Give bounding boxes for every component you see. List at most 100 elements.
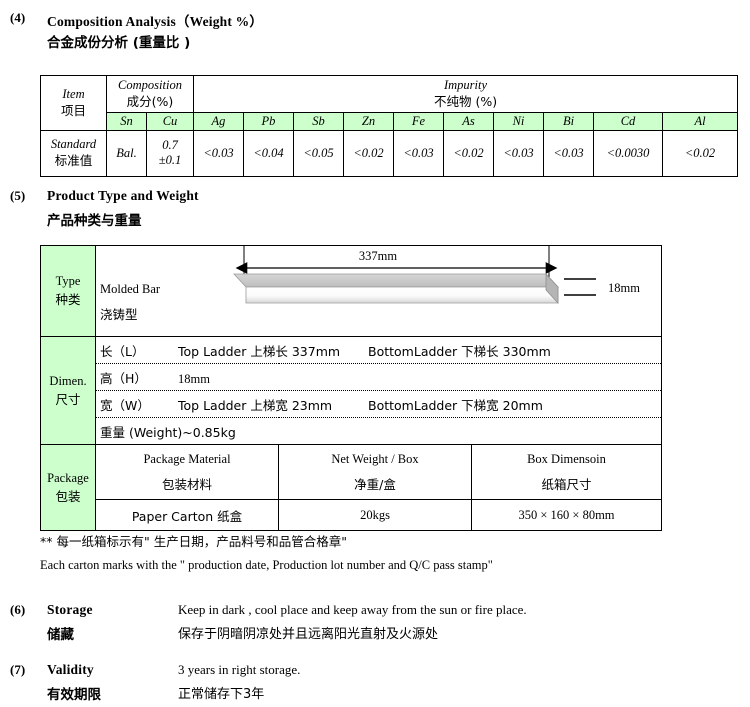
item-header-cn: 项目 xyxy=(60,102,86,118)
value-ag: <0.03 xyxy=(193,129,244,177)
composition-header-cn: 成分(%) xyxy=(126,93,174,109)
section-7-body-en: 3 years in right storage. xyxy=(178,662,301,677)
carton-note-cn: ** 每一纸箱标示有" 生产日期，产品料号和品管合格章" xyxy=(40,534,347,549)
package-label-cell: Package 包装 xyxy=(40,444,96,531)
net-weight-header: Net Weight / Box 净重/盒 xyxy=(278,444,472,500)
dimension-width-top: Top Ladder 上梯宽 23mm xyxy=(178,397,333,413)
element-header-cd: Cd xyxy=(593,111,663,131)
element-header-as: As xyxy=(443,111,494,131)
value-fe: <0.03 xyxy=(393,129,444,177)
impurity-header-en: Impurity xyxy=(443,78,488,92)
section-7-number: (7) xyxy=(10,662,26,677)
dimension-height-cell: 高（H） 18mm xyxy=(95,363,662,391)
section-6-number: (6) xyxy=(10,602,26,617)
section-6-title-en: Storage xyxy=(47,602,93,617)
element-header-sb: Sb xyxy=(293,111,344,131)
section-4-title-cn: 合金成份分析 (重量比 ) xyxy=(47,35,191,51)
type-value-cell: Molded Bar 浇铸型 xyxy=(95,245,662,337)
dimension-length-top: Top Ladder 上梯长 337mm xyxy=(178,343,341,359)
item-header-cell: Item 项目 xyxy=(40,75,107,131)
dimension-weight-value: 重量 (Weight)~0.85kg xyxy=(100,424,236,440)
box-dimension-header-en: Box Dimensoin xyxy=(527,452,606,466)
element-header-sn: Sn xyxy=(106,111,147,131)
element-header-zn: Zn xyxy=(343,111,394,131)
value-ni: <0.03 xyxy=(493,129,544,177)
product-type-weight-table: Type 种类 Molded Bar 浇铸型 xyxy=(40,245,662,531)
impurity-header-cell: Impurity 不纯物 (%) xyxy=(192,75,739,113)
section-6-body-cn: 保存于阴暗阴凉处并且远离阳光直射及火源处 xyxy=(178,627,439,642)
dimension-length-cell: 长（L） Top Ladder 上梯长 337mm BottomLadder 下梯长… xyxy=(95,336,662,364)
section-6-body-en: Keep in dark , cool place and keep away … xyxy=(178,602,527,617)
value-al: <0.02 xyxy=(661,129,739,177)
section-7-title-cn: 有效期限 xyxy=(47,687,101,703)
bar-height-label: 18mm xyxy=(608,281,640,295)
composition-element-header-row: Sn Cu Ag Pb Sb Zn Fe As Ni Bi Cd Al xyxy=(41,111,739,131)
section-5-title-cn: 产品种类与重量 xyxy=(47,213,142,229)
section-7-title-en: Validity xyxy=(47,662,94,677)
package-material-value: Paper Carton 纸盒 xyxy=(95,499,279,531)
element-header-bi: Bi xyxy=(543,111,594,131)
package-value-row: Paper Carton 纸盒 20kgs 350 × 160 × 80mm xyxy=(41,499,662,531)
package-material-header: Package Material 包装材料 xyxy=(95,444,279,500)
value-cu: 0.7 ±0.1 xyxy=(146,129,194,177)
element-header-ni: Ni xyxy=(493,111,544,131)
value-zn: <0.02 xyxy=(343,129,394,177)
dimension-row-weight: 重量 (Weight)~0.85kg xyxy=(41,417,662,445)
element-header-cu: Cu xyxy=(146,111,194,131)
package-label-cn: 包装 xyxy=(55,488,81,504)
dimen-label-cell: Dimen. 尺寸 xyxy=(40,336,96,445)
type-label-cell: Type 种类 xyxy=(40,245,96,337)
net-weight-value: 20kgs xyxy=(278,499,472,531)
standard-label-cn: 标准值 xyxy=(54,153,93,169)
box-dimension-header-cn: 纸箱尺寸 xyxy=(541,477,592,492)
section-4-title-en: Composition Analysis（Weight %） xyxy=(47,14,264,29)
package-material-header-cn: 包装材料 xyxy=(161,477,212,492)
value-bi: <0.03 xyxy=(543,129,594,177)
element-header-pb: Pb xyxy=(243,111,294,131)
element-header-ag: Ag xyxy=(193,111,244,131)
impurity-header-cn: 不纯物 (%) xyxy=(433,93,498,109)
item-header-en: Item xyxy=(62,87,85,101)
carton-note-en: Each carton marks with the " production … xyxy=(40,558,493,572)
dimension-height-value: 18mm xyxy=(178,371,210,386)
element-header-fe: Fe xyxy=(393,111,444,131)
product-type-row: Type 种类 Molded Bar 浇铸型 xyxy=(40,245,662,337)
net-weight-header-cn: 净重/盒 xyxy=(354,477,396,492)
section-5-title-en: Product Type and Weight xyxy=(47,188,199,203)
dimen-label-en: Dimen. xyxy=(49,373,87,388)
value-cu-line2: ±0.1 xyxy=(158,153,182,168)
type-value-cn: 浇铸型 xyxy=(100,307,138,323)
value-cd: <0.0030 xyxy=(593,129,663,177)
molded-bar-diagram: 18mm 337mm xyxy=(233,245,640,305)
composition-header-en: Composition xyxy=(118,78,182,92)
box-dimension-header: Box Dimensoin 纸箱尺寸 xyxy=(471,444,662,500)
dimension-length-label: 长（L） xyxy=(100,343,145,359)
section-6-title-cn: 储藏 xyxy=(47,627,74,643)
standard-label-cell: Standard 标准值 xyxy=(40,129,107,177)
dimension-length-bottom: BottomLadder 下梯长 330mm xyxy=(368,343,551,359)
composition-analysis-table: Item 项目 Composition 成分(%) Impurity 不纯物 (… xyxy=(40,75,739,177)
composition-header-row-1: Item 项目 Composition 成分(%) Impurity 不纯物 (… xyxy=(40,75,739,131)
net-weight-header-en: Net Weight / Box xyxy=(331,452,419,466)
dimension-width-bottom: BottomLadder 下梯宽 20mm xyxy=(368,397,543,413)
composition-header-cell: Composition 成分(%) xyxy=(106,75,194,113)
section-7-body-cn: 正常储存下3年 xyxy=(178,687,265,702)
dimension-height-label: 高（H） xyxy=(100,370,147,386)
package-material-header-en: Package Material xyxy=(143,452,231,466)
package-header-row: Package 包装 Package Material 包装材料 Net Wei… xyxy=(40,444,662,531)
element-header-al: Al xyxy=(661,111,739,131)
value-sn: Bal. xyxy=(106,129,147,177)
section-4-number: (4) xyxy=(10,10,26,25)
section-5-number: (5) xyxy=(10,188,26,203)
dimen-label-cn: 尺寸 xyxy=(55,391,81,407)
value-cu-line1: 0.7 xyxy=(162,138,178,153)
package-label-en: Package xyxy=(47,470,89,485)
dimension-width-label: 宽（W） xyxy=(100,397,150,413)
value-pb: <0.04 xyxy=(243,129,294,177)
dimension-row-width: 宽（W） Top Ladder 上梯宽 23mm BottomLadder 下梯宽 … xyxy=(41,390,662,418)
composition-standard-row: Standard 标准值 Bal. 0.7 ±0.1 <0.03 <0.04 <… xyxy=(40,129,739,177)
type-value-text: Molded Bar 浇铸型 xyxy=(100,276,160,329)
standard-label-en: Standard xyxy=(50,137,97,152)
type-label-cn: 种类 xyxy=(55,292,81,307)
